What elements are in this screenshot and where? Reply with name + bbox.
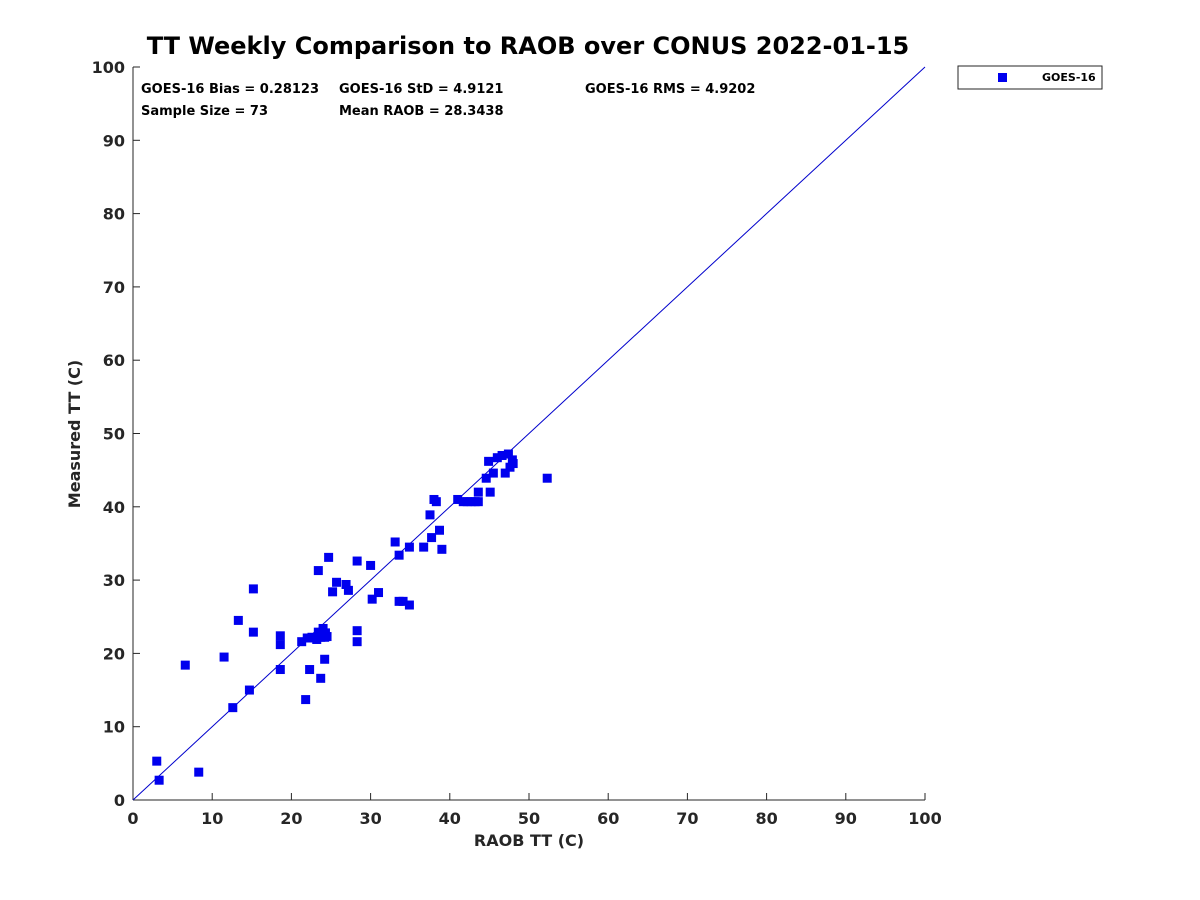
data-point (322, 632, 332, 642)
x-tick-label: 50 (518, 809, 540, 828)
data-point (427, 533, 437, 543)
data-point (398, 596, 408, 606)
data-point (316, 673, 326, 683)
stat-bias: GOES-16 Bias = 0.28123 (141, 82, 319, 97)
stat-rms: GOES-16 RMS = 4.9202 (585, 82, 755, 97)
legend-box (957, 65, 1103, 90)
data-point (275, 665, 285, 675)
data-point (352, 637, 362, 647)
y-tick-label: 70 (103, 278, 125, 297)
y-tick-label: 60 (103, 351, 125, 370)
data-point (542, 473, 552, 483)
data-point (404, 542, 414, 552)
data-point (374, 588, 384, 598)
data-point (437, 544, 447, 554)
x-tick-label: 80 (755, 809, 777, 828)
data-point (324, 552, 334, 562)
data-point (352, 626, 362, 636)
x-axis-label: RAOB TT (C) (474, 831, 584, 850)
data-point (488, 468, 498, 478)
data-point (485, 487, 495, 497)
data-point (419, 542, 429, 552)
data-point (154, 775, 164, 785)
x-tick-label: 90 (835, 809, 857, 828)
y-tick-label: 40 (103, 498, 125, 517)
data-point (302, 633, 312, 643)
x-tick-label: 10 (201, 809, 223, 828)
data-point (352, 556, 362, 566)
data-point (275, 640, 285, 650)
data-point (248, 627, 258, 637)
data-point (297, 637, 307, 647)
data-point (484, 456, 494, 466)
data-point (320, 654, 330, 664)
data-point (473, 487, 483, 497)
x-tick-label: 30 (359, 809, 381, 828)
data-point (328, 587, 338, 597)
data-point (233, 615, 243, 625)
chart-title: TT Weekly Comparison to RAOB over CONUS … (147, 32, 910, 60)
data-point (431, 497, 441, 507)
x-tick-label: 70 (676, 809, 698, 828)
legend-label-goes-16: GOES-16 (1042, 71, 1096, 84)
data-point (305, 665, 315, 675)
y-tick-label: 10 (103, 718, 125, 737)
data-point (275, 631, 285, 641)
y-tick-label: 80 (103, 205, 125, 224)
data-point (244, 685, 254, 695)
x-tick-label: 100 (908, 809, 941, 828)
data-point (313, 627, 323, 637)
data-point (367, 594, 377, 604)
data-point (390, 537, 400, 547)
data-point (497, 450, 507, 460)
legend-marker-square (998, 73, 1007, 82)
x-tick-label: 0 (127, 809, 138, 828)
x-axis-ticks: 0 10 20 30 40 50 60 70 80 90 100 (127, 793, 942, 828)
data-point (366, 560, 376, 570)
y-tick-label: 20 (103, 644, 125, 663)
x-tick-label: 60 (597, 809, 619, 828)
data-point (453, 494, 463, 504)
stat-sample-size: Sample Size = 73 (141, 104, 268, 119)
data-point (492, 453, 502, 463)
x-tick-label: 40 (439, 809, 461, 828)
stat-std: GOES-16 StD = 4.9121 (339, 82, 503, 97)
y-tick-label: 50 (103, 425, 125, 444)
data-point (332, 577, 342, 587)
x-tick-label: 20 (280, 809, 302, 828)
y-tick-label: 100 (92, 58, 125, 77)
data-point (228, 703, 238, 713)
data-point (194, 767, 204, 777)
data-point (500, 468, 510, 478)
y-tick-label: 90 (103, 131, 125, 150)
data-point (152, 756, 162, 766)
data-point (508, 459, 518, 469)
y-axis-ticks: 0 10 20 30 40 50 60 70 80 90 100 (92, 58, 140, 810)
data-point (301, 695, 311, 705)
data-point (313, 566, 323, 576)
goes-16-series (152, 449, 552, 785)
data-point (394, 550, 404, 560)
stat-mean-raob: Mean RAOB = 28.3438 (339, 104, 504, 119)
data-point (219, 652, 229, 662)
data-point (248, 584, 258, 594)
data-point (473, 497, 483, 507)
data-point (180, 660, 190, 670)
data-point (425, 510, 435, 520)
one-to-one-reference-line (132, 66, 926, 801)
y-tick-label: 0 (114, 791, 125, 810)
data-point (435, 525, 445, 535)
data-point (503, 449, 513, 459)
y-axis-label: Measured TT (C) (65, 360, 84, 508)
data-point (341, 579, 351, 589)
data-point (343, 585, 353, 595)
data-point (481, 473, 491, 483)
legend: GOES-16 (957, 65, 1103, 90)
data-point (404, 600, 414, 610)
y-tick-label: 30 (103, 571, 125, 590)
